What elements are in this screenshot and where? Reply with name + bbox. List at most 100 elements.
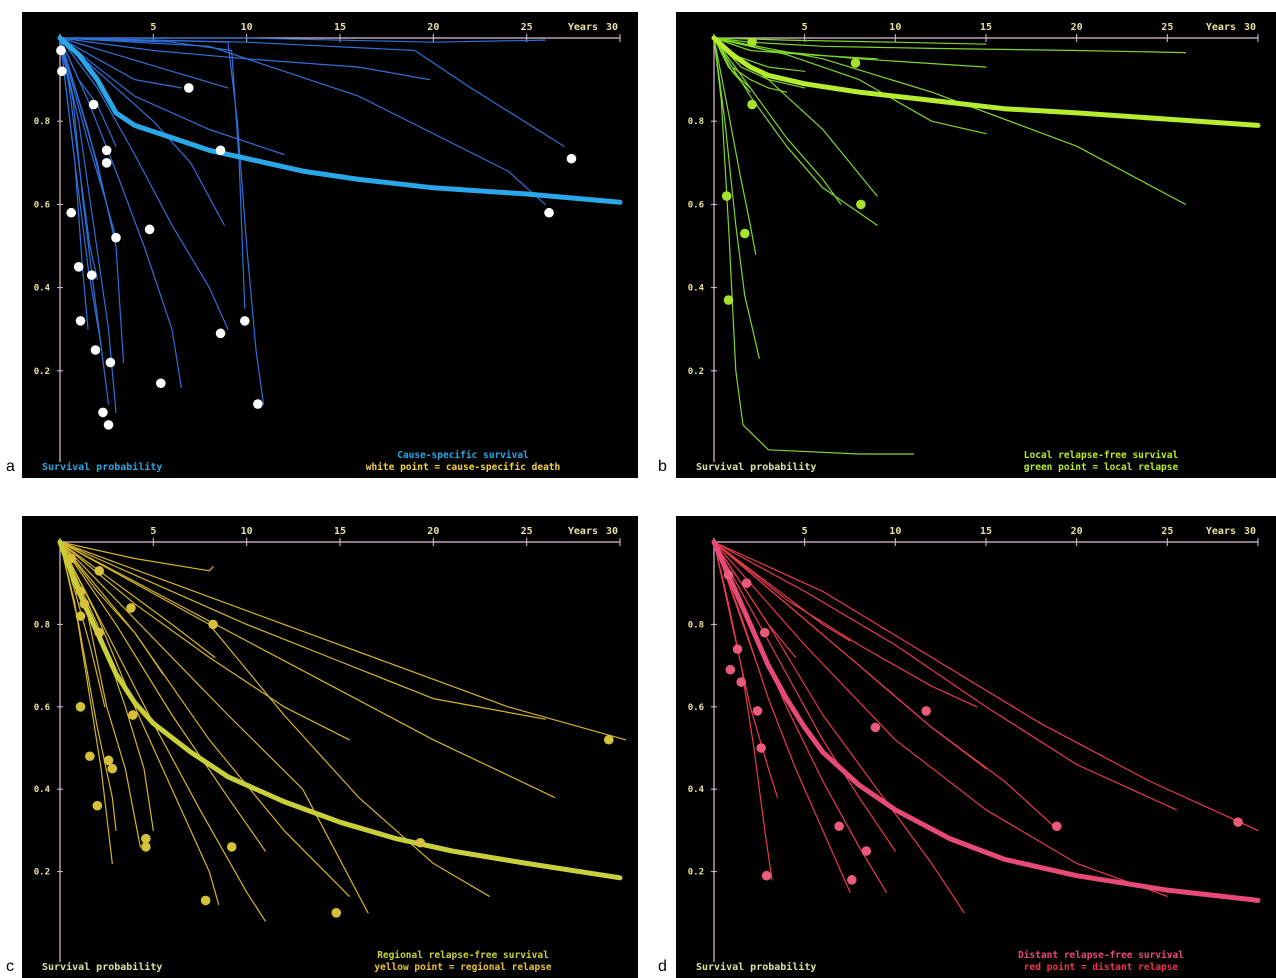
event-point-a-1 <box>57 66 67 77</box>
event-point-d-3 <box>736 677 746 687</box>
event-point-c-5 <box>85 751 95 762</box>
legend-title-c: Regional relapse-free survival <box>377 950 549 961</box>
series-line-b-1 <box>713 37 760 359</box>
x-tick-label-d: 30 <box>1244 526 1256 537</box>
event-point-b-5 <box>856 199 866 210</box>
event-point-a-6 <box>90 345 101 355</box>
chart-panel-c: 5 10 15 20 25 30 Years 0.8 0.6 0.4 0.2 Survival pro… <box>22 516 638 978</box>
y-tick-label-d: 0.4 <box>688 785 705 795</box>
mean-survival-curve-b <box>711 35 1261 128</box>
event-point-b-2 <box>740 228 750 239</box>
panel-letter-c: c <box>6 958 14 975</box>
series-line-c-5 <box>59 541 266 852</box>
series-line-a-6 <box>59 37 225 226</box>
series-line-a-19 <box>59 37 117 247</box>
chart-svg-a: 5 10 15 20 25 30 Years 0.8 0.6 0.4 0.2 Survival pro… <box>34 22 623 473</box>
panel-letter-d: d <box>658 958 667 975</box>
x-tick-label-c: 25 <box>521 526 533 537</box>
event-point-d-11 <box>861 846 872 856</box>
event-point-d-0 <box>723 570 734 580</box>
series-line-d-5 <box>713 541 965 914</box>
x-tick-label-d: 10 <box>889 526 901 537</box>
event-point-d-8 <box>761 870 772 881</box>
series-line-a-11 <box>59 37 246 309</box>
y-tick-label-d: 0.2 <box>688 868 704 878</box>
event-point-c-13 <box>141 833 151 844</box>
series-line-c-11 <box>59 541 546 720</box>
x-tick-label-a: 10 <box>241 22 253 33</box>
event-point-b-4 <box>850 58 861 68</box>
series-line-d-2 <box>713 541 851 893</box>
x-tick-label-c: 30 <box>606 526 618 537</box>
event-point-c-19 <box>415 837 426 848</box>
chart-svg-d: 5 10 15 20 25 30 Years 0.8 0.6 0.4 0.2 Survival pro… <box>688 526 1261 973</box>
series-line-b-13 <box>713 37 788 93</box>
x-axis-label-b: Years <box>1206 22 1236 33</box>
event-point-a-0 <box>56 45 66 56</box>
series-line-b-8 <box>713 37 1187 54</box>
y-axis-label-a: Survival probability <box>42 461 162 473</box>
event-point-c-20 <box>604 734 614 745</box>
x-tick-label-d: 15 <box>980 526 992 537</box>
series-line-c-0 <box>59 541 117 831</box>
y-tick-label-b: 0.4 <box>688 284 705 294</box>
x-tick-label-c: 15 <box>334 526 346 537</box>
y-tick-label-c: 0.6 <box>34 703 50 713</box>
event-point-a-21 <box>544 207 554 218</box>
x-tick-label-c: 5 <box>150 526 156 537</box>
chart-panel-a: 5 10 15 20 25 30 Years 0.8 0.6 0.4 0.2 Survival pro… <box>22 12 638 478</box>
panel-letter-a: a <box>6 458 15 475</box>
event-point-a-17 <box>215 145 226 156</box>
event-point-a-18 <box>215 328 226 339</box>
event-point-c-12 <box>128 710 138 720</box>
event-point-c-15 <box>200 895 211 906</box>
event-point-d-1 <box>725 664 736 675</box>
event-point-a-22 <box>566 153 577 164</box>
event-point-a-15 <box>156 378 166 389</box>
series-line-d-8 <box>713 541 1259 831</box>
series-line-d-14 <box>713 541 1168 897</box>
chart-svg-c: 5 10 15 20 25 30 Years 0.8 0.6 0.4 0.2 Survival pro… <box>34 526 627 973</box>
series-line-a-1 <box>59 37 110 405</box>
event-point-b-1 <box>723 295 734 305</box>
legend-title-b: Local relapse-free survival <box>1024 450 1179 461</box>
series-line-c-6 <box>59 541 266 922</box>
series-line-a-3 <box>59 37 89 330</box>
series-line-a-20 <box>59 37 285 156</box>
event-point-a-19 <box>240 316 250 326</box>
x-axis-label-c: Years <box>568 526 598 537</box>
series-line-a-12 <box>59 37 546 205</box>
chart-panel-b: 5 10 15 20 25 30 Years 0.8 0.6 0.4 0.2 Survival pro… <box>676 12 1276 478</box>
event-point-b-3 <box>747 99 757 110</box>
chart-panel-d: 5 10 15 20 25 30 Years 0.8 0.6 0.4 0.2 Survival pro… <box>676 516 1276 978</box>
series-line-d-1 <box>713 541 779 798</box>
x-tick-label-a: 25 <box>521 22 533 33</box>
event-point-a-16 <box>184 83 194 93</box>
series-line-b-11 <box>713 37 878 60</box>
event-point-d-15 <box>1233 817 1243 827</box>
event-point-a-2 <box>66 207 76 218</box>
event-point-c-7 <box>94 627 104 638</box>
y-tick-label-c: 0.8 <box>34 620 50 630</box>
event-point-c-10 <box>107 763 118 774</box>
legend-point-note-b: green point = local relapse <box>1024 462 1179 473</box>
series-line-a-9 <box>59 37 431 81</box>
event-point-c-16 <box>208 619 218 630</box>
event-point-c-14 <box>141 842 151 852</box>
mean-survival-curve-a <box>57 35 623 205</box>
series-line-d-11 <box>713 541 1060 831</box>
event-point-d-14 <box>1051 821 1062 832</box>
x-tick-label-b: 10 <box>889 22 901 33</box>
x-axis-label-a: Years <box>568 22 598 33</box>
y-tick-label-a: 0.8 <box>34 117 50 127</box>
series-line-c-12 <box>59 541 350 741</box>
y-tick-label-a: 0.2 <box>34 367 50 377</box>
series-line-c-2 <box>59 541 113 864</box>
y-tick-label-c: 0.2 <box>34 868 50 878</box>
x-tick-label-d: 25 <box>1161 526 1173 537</box>
event-point-d-9 <box>834 821 844 832</box>
series-line-a-7 <box>59 37 182 89</box>
event-point-a-5 <box>86 270 97 280</box>
event-point-a-12 <box>111 232 121 243</box>
y-tick-label-d: 0.6 <box>688 703 704 713</box>
